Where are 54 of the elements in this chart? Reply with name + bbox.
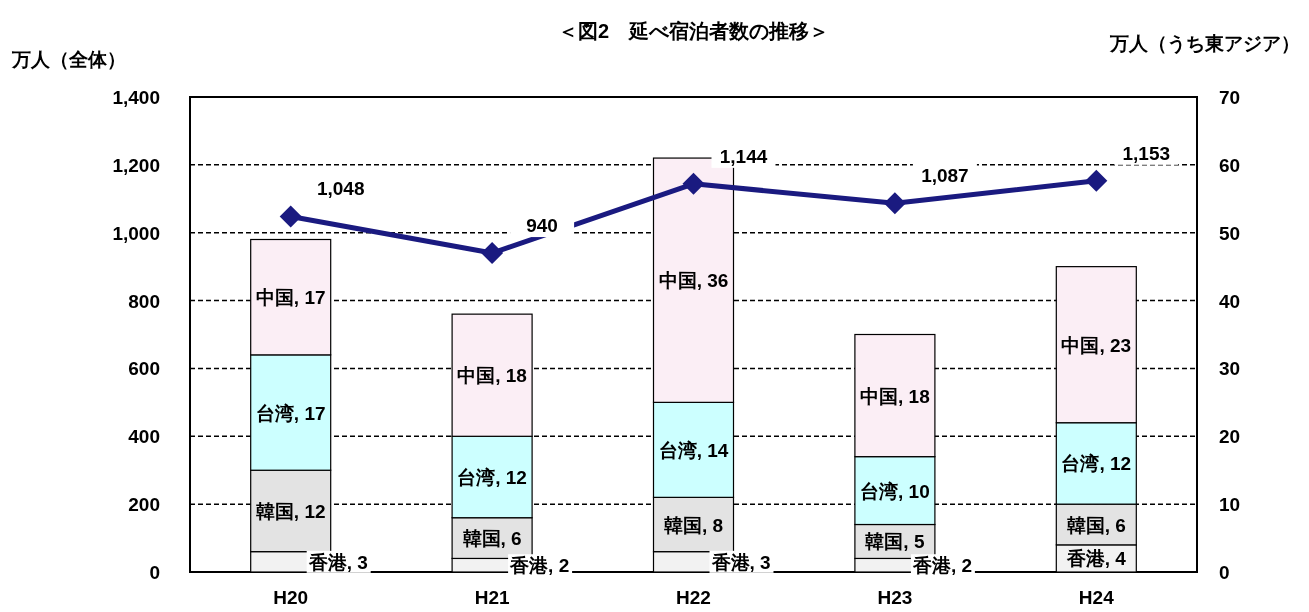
data-label: 香港, 4	[1065, 548, 1127, 570]
y2-tick-label: 40	[1219, 290, 1241, 312]
data-label: 1,087	[921, 165, 969, 187]
x-tick-label: H21	[474, 587, 510, 608]
data-label: 中国, 17	[255, 287, 326, 309]
data-label: 中国, 36	[658, 270, 729, 292]
x-tick-label: H20	[273, 587, 309, 608]
data-label: 中国, 23	[1061, 334, 1132, 356]
chart-title: ＜図2 延べ宿泊者数の推移＞	[557, 20, 830, 42]
x-tick-label: H24	[1078, 587, 1115, 608]
data-label: 韓国, 5	[865, 531, 925, 553]
data-label: 台湾, 17	[255, 402, 326, 424]
y-tick-label: 1,400	[112, 87, 160, 108]
y-tick-label: 400	[128, 426, 160, 448]
data-label: 韓国, 12	[255, 500, 326, 522]
y2-tick-label: 20	[1219, 426, 1241, 448]
y-tick-label: 1,200	[112, 154, 160, 176]
point	[1085, 169, 1108, 192]
y-tick-label: 200	[128, 494, 160, 516]
data-label: 1,144	[719, 145, 768, 167]
y2-axis-title: 万人（うち東アジア）	[1109, 33, 1300, 55]
data-label: 香港, 2	[509, 555, 570, 577]
y-tick-label: 0	[149, 562, 160, 583]
data-label: 韓国, 6	[1066, 514, 1126, 536]
y-axis-title: 万人（全体）	[11, 49, 126, 70]
x-tick-label: H22	[676, 587, 711, 608]
data-label: 韓国, 6	[462, 528, 522, 550]
data-label: 台湾, 12	[1061, 453, 1132, 475]
y-tick-label: 600	[128, 358, 160, 380]
data-label: 台湾, 14	[658, 439, 729, 461]
data-label: 香港, 3	[710, 551, 771, 573]
y-tick-label: 1,000	[112, 222, 160, 244]
y2-tick-label: 70	[1219, 87, 1241, 108]
y2-tick-label: 50	[1219, 222, 1241, 244]
y-tick-label: 800	[128, 290, 160, 312]
point	[481, 242, 504, 265]
data-label: 1,153	[1122, 142, 1171, 164]
y2-tick-label: 30	[1219, 358, 1241, 380]
data-label: 1,048	[316, 178, 365, 200]
data-label: 中国, 18	[860, 385, 930, 407]
data-label: 香港, 3	[307, 551, 368, 573]
y2-tick-label: 0	[1219, 562, 1230, 583]
point	[279, 205, 302, 228]
data-label: 台湾, 12	[457, 467, 527, 488]
x-tick-label: H23	[877, 587, 913, 608]
data-label: 台湾, 10	[860, 480, 930, 502]
y2-tick-label: 10	[1219, 494, 1241, 516]
data-label: 中国, 18	[457, 365, 527, 387]
data-label: 香港, 2	[911, 555, 973, 577]
data-label: 韓国, 8	[663, 514, 724, 536]
y2-tick-label: 60	[1219, 154, 1241, 176]
data-label: 940	[526, 215, 558, 237]
point	[883, 192, 906, 215]
point	[682, 172, 705, 195]
